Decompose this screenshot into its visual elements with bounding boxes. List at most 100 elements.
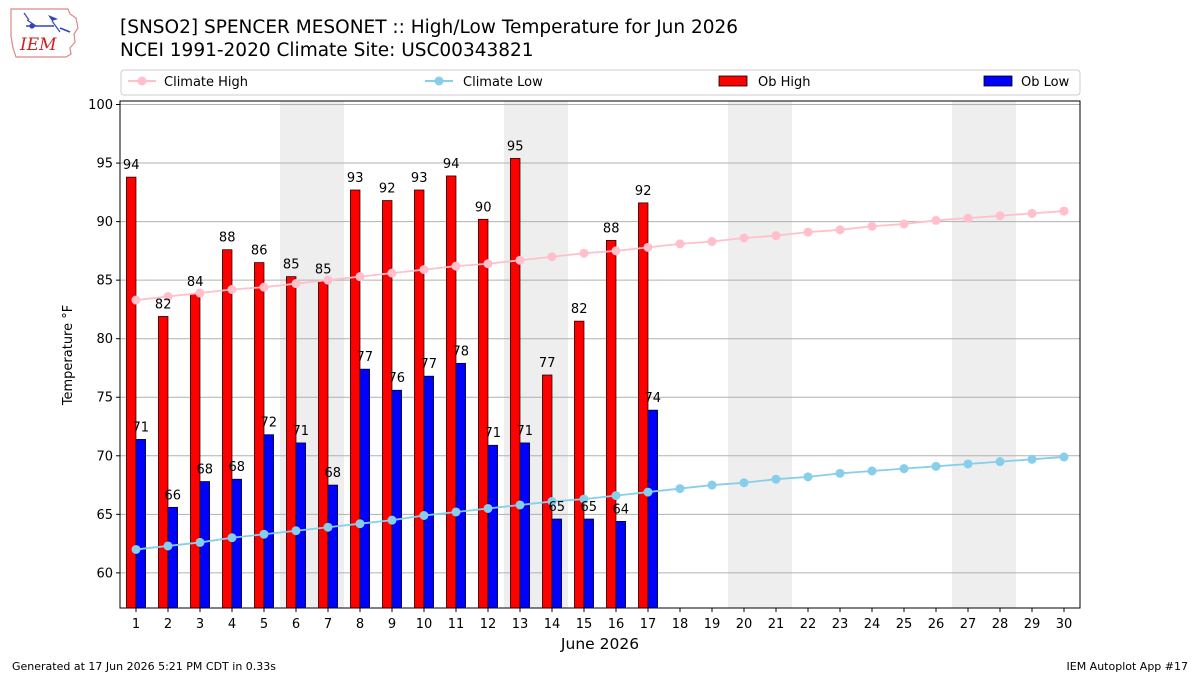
ob-low-data-label: 65: [549, 500, 566, 515]
climate-low-point: [547, 496, 557, 506]
x-tick-label: 30: [1056, 617, 1073, 632]
ob-high-bar: [574, 320, 585, 609]
ob-high-bar: [606, 239, 617, 609]
ob-low-bar: [327, 484, 338, 609]
ob-high-data-label: 95: [507, 139, 524, 154]
ob-high-bar: [542, 374, 553, 609]
climate-low-point: [931, 461, 941, 471]
climate-high-point: [931, 215, 941, 225]
weekend-band-3: [728, 101, 792, 608]
ob-high-bar: [190, 293, 201, 609]
climate-low-point: [579, 494, 589, 504]
x-tick-label: 4: [228, 617, 236, 632]
climate-low-point: [227, 533, 237, 543]
ob-high-data-label: 94: [123, 158, 140, 173]
legend-ob-high-swatch: [718, 75, 748, 87]
climate-high-line: [135, 210, 1065, 301]
climate-low-point: [131, 544, 141, 554]
climate-low-line: [135, 456, 1065, 551]
x-tick-label: 8: [356, 617, 364, 632]
y-tick-label: 75: [96, 391, 113, 406]
y-gridlines: [120, 104, 1080, 574]
y-tick-label: 70: [96, 449, 113, 464]
ob-low-data-label: 74: [645, 391, 662, 406]
x-tick-label: 24: [864, 617, 881, 632]
climate-high-point: [899, 219, 909, 229]
climate-low-point: [835, 468, 845, 478]
climate-high-point: [1027, 208, 1037, 218]
x-tick-label: 27: [960, 617, 977, 632]
ob-high-bar: [478, 218, 489, 609]
x-tick-label: 18: [672, 617, 689, 632]
chart-subtitle: NCEI 1991-2020 Climate Site: USC00343821: [120, 40, 534, 61]
climate-low-point: [995, 457, 1005, 467]
ob-high-data-label: 92: [379, 182, 396, 197]
bars-layer: [126, 158, 658, 609]
x-tick-label: 6: [292, 617, 300, 632]
y-tick-label: 85: [96, 274, 113, 289]
chart-title: [SNSO2] SPENCER MESONET :: High/Low Temp…: [120, 17, 739, 38]
climate-high-point: [867, 221, 877, 231]
y-tick-label: 90: [96, 215, 113, 230]
y-axis: 60 65 70 75 80 85 90 95 100: [88, 98, 120, 581]
climate-high-point: [739, 233, 749, 243]
climate-low-point: [163, 541, 173, 551]
ob-high-data-label: 77: [539, 356, 556, 371]
ob-low-data-label: 72: [261, 416, 278, 431]
x-tick-label: 15: [576, 617, 593, 632]
climate-high-point: [387, 268, 397, 278]
ob-low-data-label: 68: [325, 466, 342, 481]
footer-generated-text: Generated at 17 Jun 2026 5:21 PM CDT in …: [12, 660, 277, 673]
climate-low-point: [451, 507, 461, 517]
ob-high-bar: [382, 200, 393, 609]
climate-low-point: [963, 459, 973, 469]
ob-low-data-label: 65: [581, 500, 598, 515]
ob-high-data-label: 84: [187, 275, 204, 290]
x-tick-label: 29: [1024, 617, 1041, 632]
climate-high-point: [259, 282, 269, 292]
x-tick-label: 16: [608, 617, 625, 632]
x-tick-label: 19: [704, 617, 721, 632]
ob-low-bar: [167, 506, 178, 609]
legend-ob-low-swatch: [983, 75, 1013, 87]
ob-low-bar: [231, 478, 242, 609]
legend-climate-low-label: Climate Low: [463, 75, 543, 90]
ob-low-data-label: 71: [133, 420, 150, 435]
x-tick-label: 14: [544, 617, 561, 632]
climate-high-point: [963, 213, 973, 223]
climate-low-point: [355, 519, 365, 529]
iem-logo: IEM: [8, 6, 84, 64]
ob-low-data-label: 77: [421, 357, 438, 372]
climate-high-point: [579, 248, 589, 258]
x-tick-label: 28: [992, 617, 1009, 632]
y-tick-label: 100: [88, 98, 113, 113]
climate-low-point: [739, 478, 749, 488]
legend-climate-high-label: Climate High: [164, 75, 248, 90]
ob-low-bar: [423, 375, 434, 609]
ob-low-data-label: 71: [293, 424, 310, 439]
climate-low-point: [515, 500, 525, 510]
x-tick-label: 20: [736, 617, 753, 632]
ob-low-data-label: 68: [229, 460, 246, 475]
ob-low-bar: [551, 518, 562, 609]
ob-low-data-label: 77: [357, 350, 374, 365]
ob-low-data-label: 64: [613, 502, 630, 517]
x-tick-label: 21: [768, 617, 785, 632]
x-axis-label: June 2026: [560, 635, 639, 653]
ob-low-bar: [487, 444, 498, 609]
legend-ob-low-label: Ob Low: [1021, 75, 1070, 90]
x-tick-label: 17: [640, 617, 657, 632]
x-tick-label: 7: [324, 617, 332, 632]
ob-low-bar: [263, 434, 274, 609]
climate-high-point: [995, 211, 1005, 221]
ob-high-data-label: 93: [411, 171, 428, 186]
ob-low-bar: [359, 368, 370, 609]
x-tick-label: 10: [416, 617, 433, 632]
climate-high-point: [771, 231, 781, 241]
bar-labels-layer: 94 82 84 88 86 85 85 93 92 93 94 90 95 77 82 88 92 71 66 68…: [123, 139, 661, 517]
legend-climate-low-marker: [434, 76, 444, 86]
x-tick-label: 22: [800, 617, 817, 632]
x-tick-label: 11: [448, 617, 465, 632]
ob-high-data-label: 85: [283, 258, 300, 273]
